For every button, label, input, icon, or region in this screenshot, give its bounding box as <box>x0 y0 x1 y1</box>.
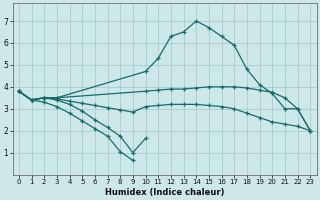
X-axis label: Humidex (Indice chaleur): Humidex (Indice chaleur) <box>105 188 224 197</box>
